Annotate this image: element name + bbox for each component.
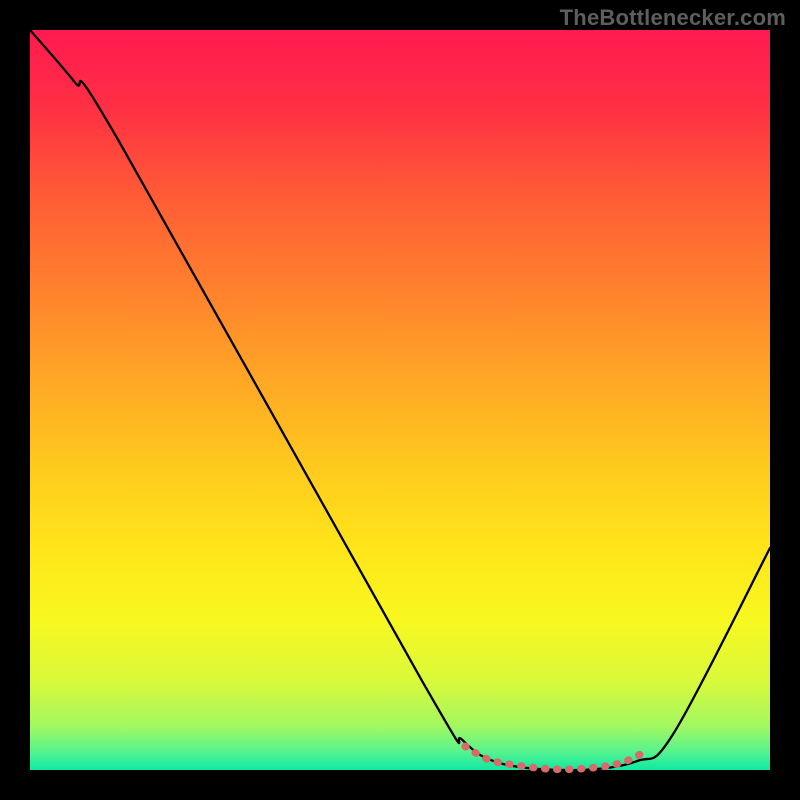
chart-stage: TheBottlenecker.com: [0, 0, 800, 800]
watermark-text: TheBottlenecker.com: [560, 5, 786, 31]
bottleneck-chart: [0, 0, 800, 800]
plot-background: [30, 30, 770, 770]
